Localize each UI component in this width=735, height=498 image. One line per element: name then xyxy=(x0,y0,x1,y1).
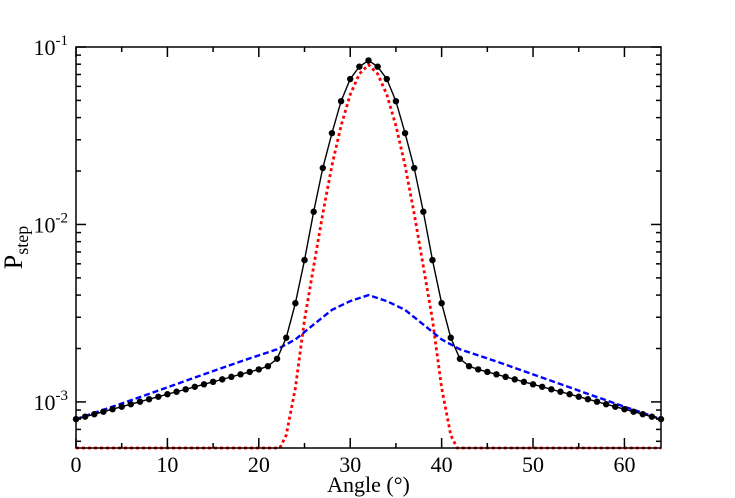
series-line-2 xyxy=(76,62,661,450)
data-point xyxy=(136,398,144,405)
data-point xyxy=(648,413,656,420)
data-point xyxy=(511,376,518,383)
data-point xyxy=(292,300,299,307)
tick-layer: 0 10 20 30 40 50 60 10-3 10-2 10-1 xyxy=(34,33,661,477)
data-point xyxy=(237,371,244,378)
data-point xyxy=(520,378,528,386)
data-point xyxy=(502,373,509,381)
data-point xyxy=(392,98,400,105)
data-point xyxy=(356,63,363,70)
data-point xyxy=(301,256,308,264)
x-tick-label: 10 xyxy=(156,452,178,477)
data-point xyxy=(630,408,637,415)
data-point xyxy=(219,376,226,383)
x-axis-title: Angle (°) xyxy=(327,472,410,497)
data-point xyxy=(429,256,436,264)
data-point xyxy=(575,393,582,400)
data-point xyxy=(191,383,199,390)
data-point xyxy=(420,208,427,215)
y-tick-label: 10-3 xyxy=(34,388,69,415)
data-point xyxy=(264,362,272,370)
data-point xyxy=(228,373,235,381)
data-point xyxy=(548,386,555,393)
data-point xyxy=(411,164,418,172)
data-point xyxy=(584,396,592,403)
data-point xyxy=(164,391,171,398)
data-point xyxy=(529,381,537,388)
data-point xyxy=(374,63,381,70)
data-point xyxy=(484,368,491,376)
data-point xyxy=(593,398,601,405)
y-axis-title-main: P xyxy=(0,255,28,269)
data-point xyxy=(538,383,546,390)
data-point xyxy=(438,300,445,307)
data-point xyxy=(209,378,217,386)
data-point xyxy=(319,164,326,172)
x-tick-label: 60 xyxy=(613,452,635,477)
data-point xyxy=(328,129,336,137)
y-axis-title-sub: step xyxy=(12,226,32,255)
data-point xyxy=(109,405,116,413)
data-point xyxy=(602,400,610,408)
data-point xyxy=(401,129,409,137)
data-point xyxy=(383,75,390,83)
data-point xyxy=(612,403,619,410)
data-point xyxy=(493,371,500,378)
data-point xyxy=(557,388,564,395)
data-point xyxy=(127,400,135,408)
data-point xyxy=(365,57,372,64)
x-tick-label: 40 xyxy=(431,452,453,477)
data-point xyxy=(118,403,125,410)
series-layer xyxy=(72,57,665,450)
data-point xyxy=(337,98,345,105)
x-tick-label: 50 xyxy=(522,452,544,477)
data-point xyxy=(155,393,162,400)
x-tick-label: 30 xyxy=(339,452,361,477)
series-line-1 xyxy=(75,293,662,421)
data-point xyxy=(310,208,317,215)
data-point xyxy=(273,355,281,362)
data-point xyxy=(100,408,107,415)
series-line-0 xyxy=(75,59,662,420)
data-point xyxy=(182,386,189,393)
data-point xyxy=(283,334,290,341)
data-point xyxy=(639,410,646,418)
data-point xyxy=(91,410,98,418)
y-tick-label: 10-1 xyxy=(34,33,69,60)
y-tick-label: 10-2 xyxy=(34,210,69,237)
data-point xyxy=(246,368,253,376)
data-point xyxy=(145,396,153,403)
data-point xyxy=(173,388,180,395)
data-point xyxy=(566,391,573,398)
y-axis-title: Pstep xyxy=(0,226,32,269)
x-tick-label: 0 xyxy=(71,452,82,477)
plot-frame xyxy=(75,46,662,449)
data-point xyxy=(447,334,454,341)
data-point xyxy=(255,366,263,373)
data-point xyxy=(456,355,464,362)
data-point xyxy=(474,366,482,373)
x-tick-label: 20 xyxy=(248,452,270,477)
data-point xyxy=(81,413,89,420)
data-point xyxy=(200,381,208,388)
data-point xyxy=(465,362,473,370)
data-point xyxy=(347,75,354,83)
data-point xyxy=(621,405,628,413)
